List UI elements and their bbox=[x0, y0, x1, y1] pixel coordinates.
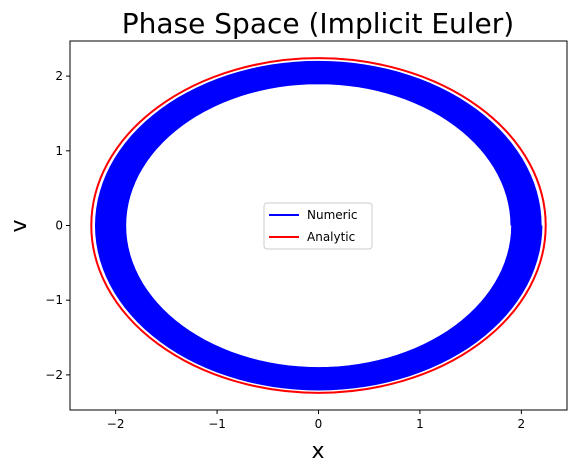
legend-label-numeric: Numeric bbox=[307, 208, 358, 222]
x-tick-label: 0 bbox=[315, 417, 323, 431]
x-tick-label: 1 bbox=[416, 417, 424, 431]
y-axis-label: v bbox=[7, 219, 32, 232]
x-tick-label: −2 bbox=[107, 417, 125, 431]
y-tick-label: 1 bbox=[55, 144, 63, 158]
x-axis-label: x bbox=[311, 439, 324, 464]
x-tick-label: −1 bbox=[208, 417, 226, 431]
y-tick-label: −1 bbox=[45, 293, 63, 307]
y-tick-label: 0 bbox=[55, 219, 63, 233]
y-axis-ticks: −2 −1 0 1 2 bbox=[45, 69, 70, 382]
legend-label-analytic: Analytic bbox=[307, 230, 355, 244]
series-numeric-line bbox=[94, 60, 543, 391]
series-layer bbox=[90, 57, 547, 394]
y-tick-label: 2 bbox=[55, 69, 63, 83]
legend: Numeric Analytic bbox=[263, 202, 373, 250]
x-tick-label: 2 bbox=[518, 417, 526, 431]
chart-title: Phase Space (Implicit Euler) bbox=[122, 7, 514, 40]
y-tick-label: −2 bbox=[45, 368, 63, 382]
series-analytic-line bbox=[90, 57, 547, 394]
x-axis-ticks: −2 −1 0 1 2 bbox=[107, 410, 525, 431]
